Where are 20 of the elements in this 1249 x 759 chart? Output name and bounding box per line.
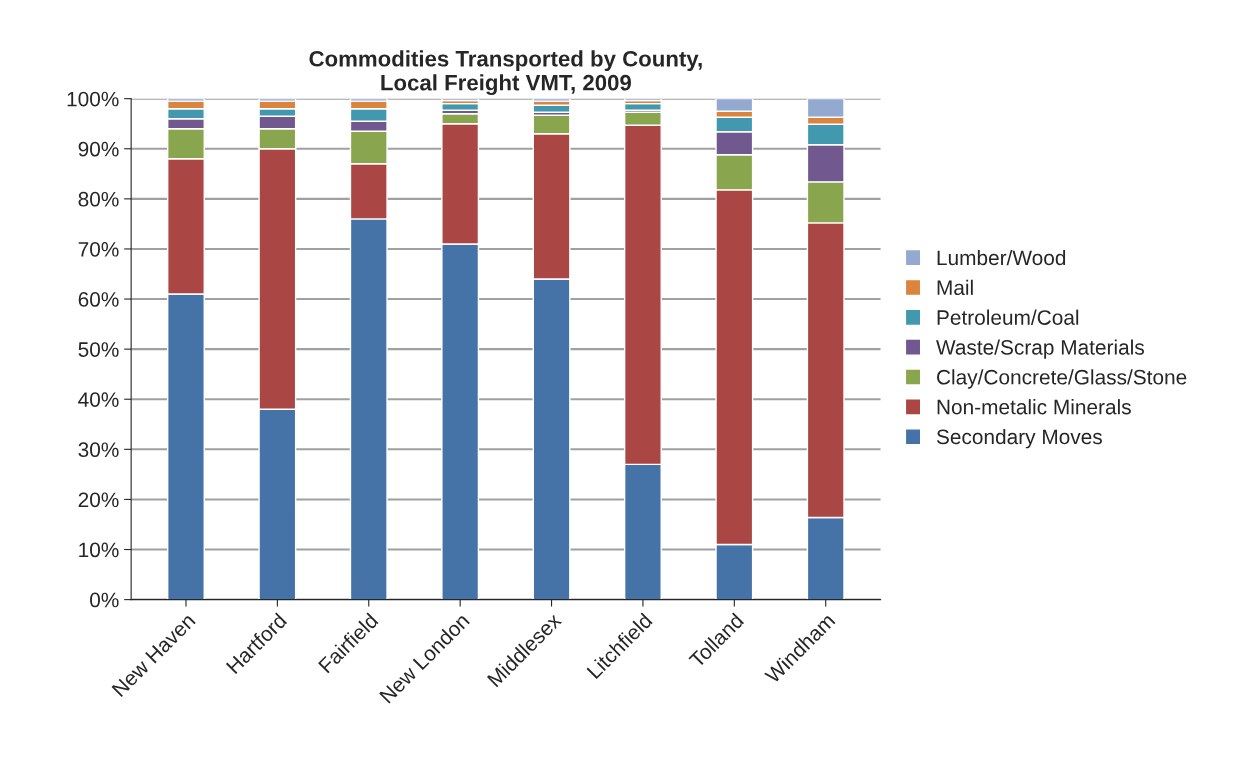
legend-label: Lumber/Wood xyxy=(937,249,1066,266)
y-tick-label: 90% xyxy=(78,141,119,157)
legend-label: Secondary Moves xyxy=(936,428,1102,449)
y-tick-label: 0% xyxy=(90,592,119,608)
legend-label: Waste/Scrap Materials xyxy=(936,339,1144,359)
chart-title: Commodities Transported by County, Local Freight VMT, 2009 xyxy=(309,50,702,96)
y-tick-label: 80% xyxy=(78,191,119,207)
y-tick-label: 20% xyxy=(78,492,119,508)
y-tick-label: 100% xyxy=(67,91,119,107)
legend-label: Clay/Concrete/Glass/Stone xyxy=(937,369,1187,389)
bar xyxy=(532,98,571,102)
y-tick-label: 40% xyxy=(78,392,119,407)
legend-label: Petroleum/Coal xyxy=(937,309,1079,325)
y-tick-label: 50% xyxy=(78,342,119,357)
y-tick-label: 60% xyxy=(78,292,119,307)
legend-label: Non-metalic Minerals xyxy=(937,399,1131,415)
y-tick-label: 70% xyxy=(78,241,119,257)
y-tick-label: 30% xyxy=(78,442,119,458)
y-tick-label: 10% xyxy=(79,542,119,558)
legend-label: Mail xyxy=(937,279,973,296)
